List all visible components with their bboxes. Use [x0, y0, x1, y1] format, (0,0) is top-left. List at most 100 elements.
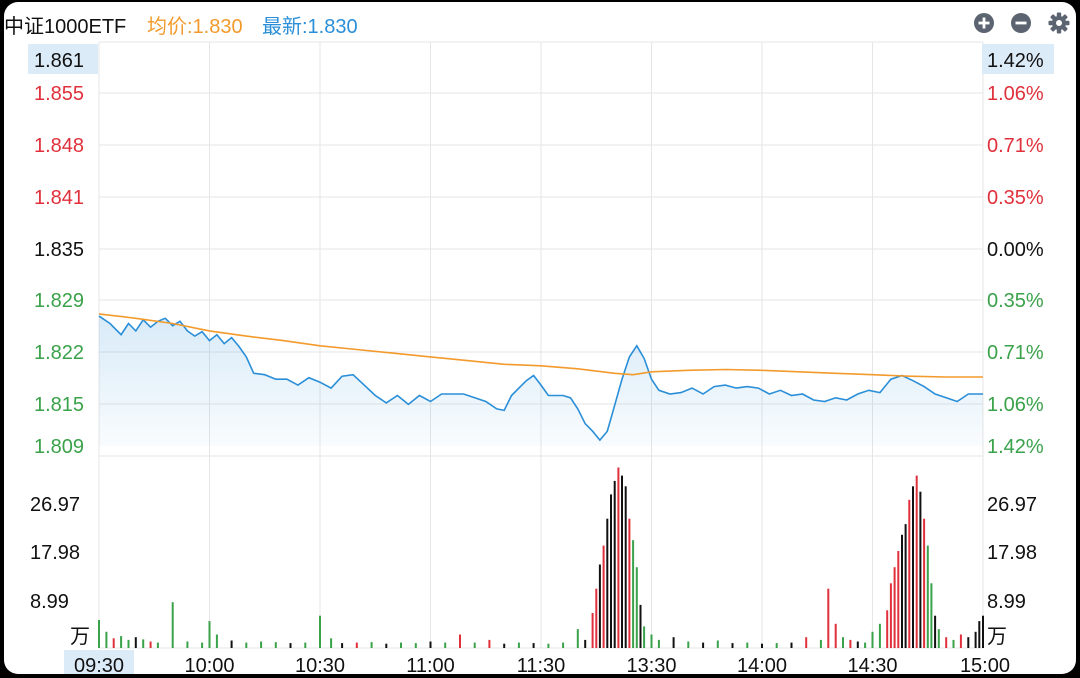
pct-axis-right: 1.42% 1.06% 0.71% 0.35% 0.00% 0.35% 0.71% 1.06%… — [982, 44, 1054, 458]
volume-tick-label: 17.98 — [30, 542, 80, 564]
volume-bar — [120, 636, 123, 648]
volume-bar — [628, 518, 631, 648]
volume-bar — [149, 641, 152, 648]
volume-bar — [503, 643, 506, 648]
volume-bar — [923, 518, 926, 648]
volume-bar — [610, 494, 612, 648]
time-tick-label: 14:30 — [847, 655, 897, 674]
volume-bar — [716, 640, 719, 648]
volume-bar — [414, 643, 417, 648]
price-tick-label: 1.829 — [34, 290, 84, 312]
volume-bar — [186, 641, 189, 648]
price-tick-label: 1.822 — [34, 342, 84, 364]
avg-price-series-line — [98, 313, 983, 378]
chart-card: 1.861 1.855 1.848 1.841 1.835 1.829 1.822 1.815… — [4, 2, 1076, 674]
volume-bar — [617, 467, 620, 648]
pct-tick-label: 0.71% — [987, 135, 1044, 157]
volume-bar — [289, 643, 292, 648]
chart-canvas: 1.861 1.855 1.848 1.841 1.835 1.829 1.822 1.815… — [28, 41, 1054, 674]
volume-bar — [230, 640, 233, 648]
volume-bar — [886, 610, 889, 648]
volume-bar — [657, 639, 660, 648]
volume-bar — [632, 540, 635, 648]
volume-bar — [650, 634, 653, 648]
volume-axis-left: 26.97 17.98 8.99万 — [30, 494, 90, 648]
volume-bar — [459, 634, 461, 648]
volume-bar — [959, 634, 962, 648]
pct-tick-label: 1.42% — [987, 50, 1044, 72]
price-tick-label: 1.809 — [34, 436, 84, 458]
volume-bar — [901, 534, 903, 648]
volume-bar — [635, 567, 638, 648]
volume-bar — [341, 643, 344, 648]
time-tick-label: 10:30 — [295, 655, 345, 674]
volume-bar — [127, 639, 130, 648]
volume-bar — [215, 634, 218, 648]
volume-bar — [849, 639, 852, 648]
volume-bar — [591, 613, 594, 648]
price-tick-label: 1.855 — [34, 83, 84, 105]
volume-bar — [897, 551, 900, 648]
volume-bar — [889, 583, 892, 648]
volume-tick-label: 17.98 — [987, 542, 1037, 564]
settings-gear-icon[interactable] — [1048, 12, 1070, 34]
volume-bar — [112, 638, 115, 648]
time-tick-label: 10:00 — [184, 655, 234, 674]
volume-bar — [319, 615, 321, 648]
volume-unit-label: 万 — [987, 626, 1007, 648]
volume-bar — [978, 621, 981, 648]
volume-bar — [385, 643, 388, 648]
volume-bar — [908, 499, 911, 648]
volume-bar — [562, 642, 565, 648]
pct-tick-label: 1.06% — [987, 394, 1044, 416]
volume-bar — [444, 642, 447, 648]
volume-bar — [731, 643, 734, 648]
volume-bar — [156, 642, 159, 648]
price-tick-highlight — [28, 44, 98, 74]
pct-tick-label: 0.71% — [987, 342, 1044, 364]
volume-bar — [304, 642, 307, 648]
volume-bar — [915, 475, 918, 648]
zoom-in-icon[interactable] — [973, 12, 995, 34]
volume-bar — [878, 623, 881, 649]
volume-bar — [937, 629, 940, 648]
volume-bar — [429, 641, 432, 648]
volume-bar — [952, 639, 955, 648]
volume-bars — [98, 467, 984, 649]
volume-bar — [864, 642, 867, 648]
volume-bar — [98, 620, 100, 648]
volume-bar — [945, 637, 948, 648]
pct-tick-label: 1.06% — [987, 83, 1044, 105]
volume-bar — [613, 480, 616, 648]
chart-header: 中证1000ETF 均价:1.830 最新:1.830 — [4, 2, 1076, 42]
volume-bar — [702, 642, 705, 648]
avg-price-label: 均价:1.830 — [147, 16, 243, 38]
price-tick-label: 1.835 — [34, 239, 84, 261]
price-axis-left: 1.861 1.855 1.848 1.841 1.835 1.829 1.822 1.815… — [28, 44, 98, 458]
price-tick-label: 1.848 — [34, 135, 84, 157]
volume-bar — [330, 638, 333, 648]
zoom-out-icon[interactable] — [1010, 12, 1032, 34]
volume-bar — [171, 602, 174, 648]
volume-bar — [842, 637, 844, 648]
volume-bar — [274, 642, 277, 648]
volume-bar — [834, 623, 837, 649]
last-price-label: 最新:1.830 — [262, 16, 358, 38]
price-tick-label: 1.841 — [34, 187, 84, 209]
volume-bar — [926, 545, 929, 648]
volume-bar — [761, 643, 763, 648]
price-area — [99, 316, 983, 446]
time-tick-label: 11:00 — [406, 655, 455, 674]
volume-bar — [672, 637, 675, 648]
volume-bar — [201, 642, 204, 648]
volume-bar — [532, 643, 535, 648]
volume-bar — [105, 631, 108, 648]
volume-bar — [606, 518, 609, 648]
volume-bar — [827, 588, 830, 648]
volume-bar — [517, 642, 520, 648]
volume-bar — [624, 486, 627, 648]
pct-tick-label: 1.42% — [987, 436, 1044, 458]
volume-bar — [790, 642, 793, 648]
volume-bar — [134, 637, 137, 648]
